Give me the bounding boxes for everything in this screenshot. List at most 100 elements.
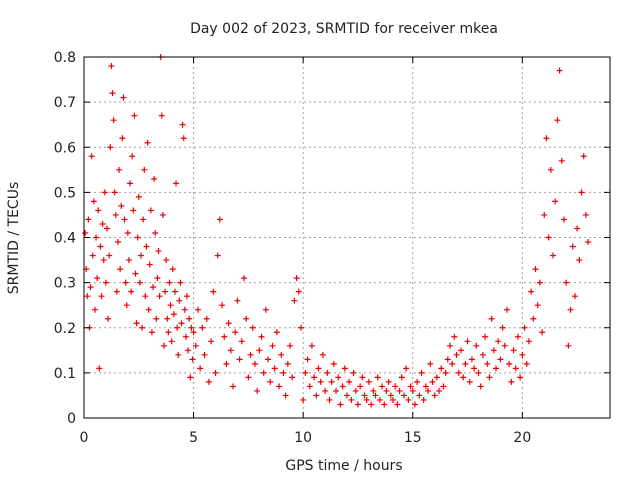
data-point (144, 139, 151, 146)
data-point (97, 243, 104, 250)
data-point (297, 324, 304, 331)
data-point (271, 365, 278, 372)
data-point (479, 351, 486, 358)
data-point (280, 369, 287, 376)
data-point (262, 306, 269, 313)
data-point (440, 383, 447, 390)
data-point (447, 342, 454, 349)
data-point (129, 153, 136, 160)
data-point (462, 360, 469, 367)
plot-border (83, 56, 611, 419)
data-point (143, 243, 150, 250)
data-point (148, 329, 155, 336)
data-point (486, 374, 493, 381)
data-point (436, 387, 443, 394)
data-point (490, 347, 497, 354)
data-point (151, 175, 158, 182)
data-point (560, 216, 567, 223)
data-point (142, 293, 149, 300)
data-point (245, 374, 252, 381)
data-point (295, 288, 302, 295)
data-point (344, 392, 350, 399)
data-point (185, 347, 192, 354)
data-point (556, 67, 563, 74)
data-point (267, 378, 274, 385)
data-point (223, 360, 230, 367)
data-point (90, 198, 97, 205)
data-point (117, 266, 124, 273)
data-point (444, 356, 451, 363)
data-point (113, 288, 120, 295)
data-point (221, 333, 228, 340)
data-point (170, 311, 177, 318)
data-point (147, 207, 154, 214)
data-point (99, 220, 106, 227)
data-point (85, 216, 92, 223)
data-point (130, 207, 137, 214)
data-point (381, 401, 388, 408)
data-point (431, 392, 438, 399)
data-point (132, 270, 139, 277)
data-point (418, 369, 425, 376)
data-point (554, 117, 561, 124)
data-point (319, 351, 326, 358)
y-tick-label: 0.4 (54, 231, 76, 247)
data-point (190, 329, 197, 336)
data-point (154, 275, 161, 282)
grid-lines (84, 57, 610, 418)
data-point (284, 360, 291, 367)
data-point (269, 342, 276, 349)
data-point (173, 180, 180, 187)
data-point (532, 266, 539, 273)
data-point (578, 189, 585, 196)
data-point (429, 378, 436, 385)
data-point (582, 211, 589, 218)
data-point (182, 333, 189, 340)
data-point (350, 369, 357, 376)
y-tick-label: 0 (67, 411, 76, 427)
data-point (495, 338, 502, 345)
data-point (189, 356, 196, 363)
data-point (273, 329, 280, 336)
data-point (383, 387, 390, 394)
x-tick-label: 20 (513, 430, 531, 446)
data-point (530, 315, 537, 322)
data-point (550, 252, 557, 259)
data-point (278, 351, 285, 358)
data-point (333, 387, 340, 394)
data-point (407, 383, 414, 390)
data-point (141, 166, 148, 173)
data-point (376, 396, 383, 403)
data-point (169, 266, 176, 273)
data-point (477, 383, 484, 390)
data-point (580, 153, 587, 160)
data-point (108, 63, 115, 70)
data-point (539, 329, 546, 336)
data-point (175, 351, 182, 358)
data-point (135, 193, 142, 200)
data-point (514, 333, 521, 340)
data-point (122, 279, 129, 286)
data-point (93, 234, 100, 241)
data-point (114, 239, 121, 246)
y-tick-label: 0.1 (54, 366, 76, 382)
data-point (322, 387, 329, 394)
y-tick-label: 0.8 (54, 50, 76, 66)
data-point (471, 365, 478, 372)
data-point (125, 257, 132, 264)
data-point (348, 396, 355, 403)
data-point (110, 117, 117, 124)
data-point (506, 360, 513, 367)
data-point (162, 288, 169, 295)
data-point (390, 396, 397, 403)
data-point (210, 288, 217, 295)
data-point (311, 374, 318, 381)
data-point (163, 257, 170, 264)
data-point (398, 374, 405, 381)
data-point (291, 297, 298, 304)
data-point (497, 356, 504, 363)
data-point (167, 302, 174, 309)
data-point (181, 306, 188, 313)
data-point (164, 315, 171, 322)
